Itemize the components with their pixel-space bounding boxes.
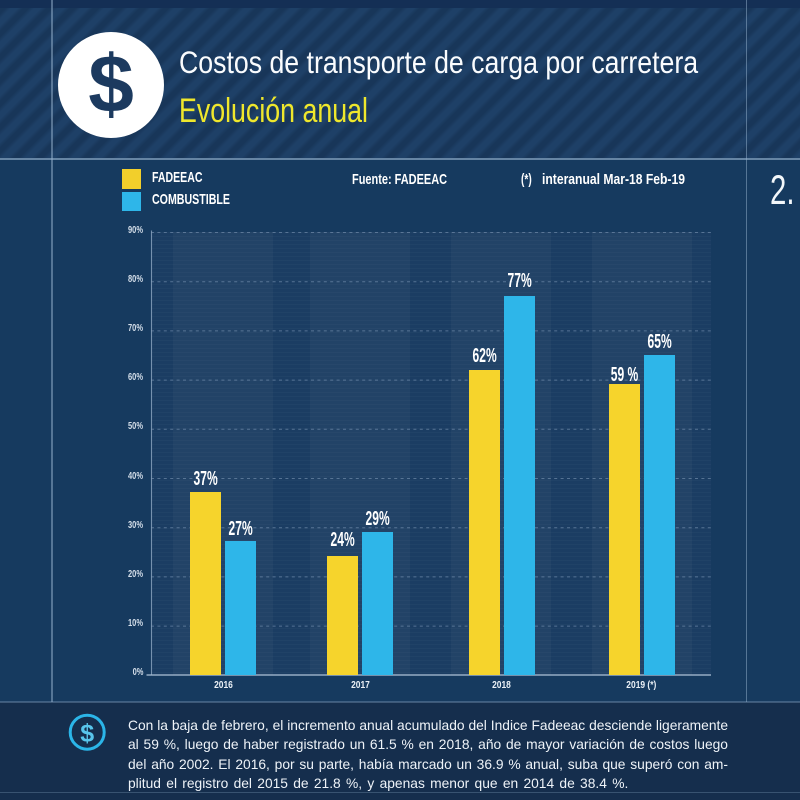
- svg-text:$: $: [80, 720, 94, 748]
